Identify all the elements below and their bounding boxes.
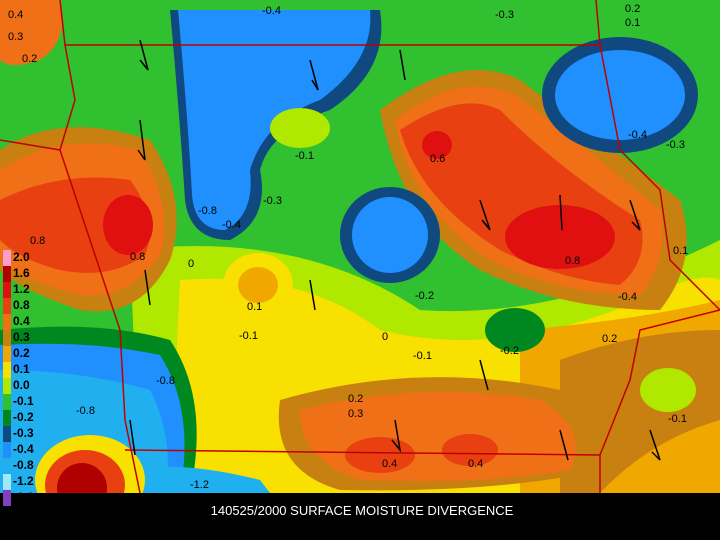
legend-label: 0.3 [13,330,30,344]
contour-label: -0.8 [156,375,175,387]
legend-label: -0.3 [13,426,34,440]
legend-swatch [3,298,11,314]
contour-label: 0.2 [602,333,617,345]
legend-label: 0.1 [13,362,30,376]
legend-swatch [3,282,11,298]
contour-label: 0.2 [22,53,37,65]
contour-label: 0.2 [625,3,640,15]
legend-label: -1.6 [13,490,34,504]
legend-label: -0.8 [13,458,34,472]
contour-label: 0.6 [430,153,445,165]
legend-swatch [3,362,11,378]
legend-swatch [3,442,11,458]
legend-label: -0.4 [13,442,34,456]
legend-swatch [3,474,11,490]
state-borders [0,0,720,494]
legend-swatch [3,458,11,474]
contour-label: -0.2 [415,290,434,302]
legend-swatch [3,394,11,410]
wind-barbs [129,39,661,461]
legend-swatch [3,250,11,266]
legend-swatch [3,266,11,282]
legend-label: -1.2 [13,474,34,488]
contour-label: 0.3 [8,31,23,43]
legend-label: -0.1 [13,394,34,408]
legend-swatch [3,410,11,426]
contour-label: -0.4 [262,5,281,17]
map-title: 140525/2000 SURFACE MOISTURE DIVERGENCE [211,503,514,518]
legend-label: 0.0 [13,378,30,392]
contour-label: -0.4 [618,291,637,303]
contour-label: 0.3 [348,408,363,420]
contour-label: -0.8 [198,205,217,217]
contour-label: -0.3 [666,139,685,151]
contour-label: 0.4 [382,458,397,470]
legend-label: 1.2 [13,282,30,296]
contour-fill [0,0,720,525]
contour-label: 0.8 [130,251,145,263]
legend-label: 0.4 [13,314,30,328]
contour-label: -0.1 [413,350,432,362]
contour-label: 0.2 [348,393,363,405]
legend-label: 2.0 [13,250,30,264]
legend-swatch [3,330,11,346]
legend: 2.0 1.6 1.2 0.8 0.4 0.3 0.2 0.1 0.0 -0.1 -0.2 -0.3 -… [3,250,34,506]
contour-label: 0.4 [8,9,23,21]
contour-labels: 0.4 0.3 -0.4 -0.3 0.2 0.1 0.2 -0.1 0.6 -0.4 -0.3 0.… [8,3,688,491]
contour-label: 0.8 [30,235,45,247]
contour-label: 0.1 [625,17,640,29]
contour-label: 0 [382,331,388,343]
contour-label: -0.1 [668,413,687,425]
contour-label: -0.1 [239,330,258,342]
contour-label: -0.3 [495,9,514,21]
legend-swatch [3,346,11,362]
contour-label: -0.4 [222,219,241,231]
legend-label: 1.6 [13,266,30,280]
contour-label: 0.1 [247,301,262,313]
contour-label: 0 [188,258,194,270]
contour-label: -0.3 [263,195,282,207]
contour-label: 0.1 [673,245,688,257]
legend-swatch [3,378,11,394]
legend-label: -0.2 [13,410,34,424]
contour-label: -0.4 [628,129,647,141]
contour-label: -1.2 [190,479,209,491]
contour-label: -0.1 [295,150,314,162]
contour-label: -0.8 [76,405,95,417]
legend-swatch [3,426,11,442]
caption-bar [0,493,720,540]
legend-label: 0.2 [13,346,30,360]
contour-label: 0.8 [565,255,580,267]
legend-swatch [3,314,11,330]
legend-swatch [3,490,11,506]
contour-label: 0.4 [468,458,483,470]
contour-label: -0.2 [500,345,519,357]
legend-label: 0.8 [13,298,30,312]
